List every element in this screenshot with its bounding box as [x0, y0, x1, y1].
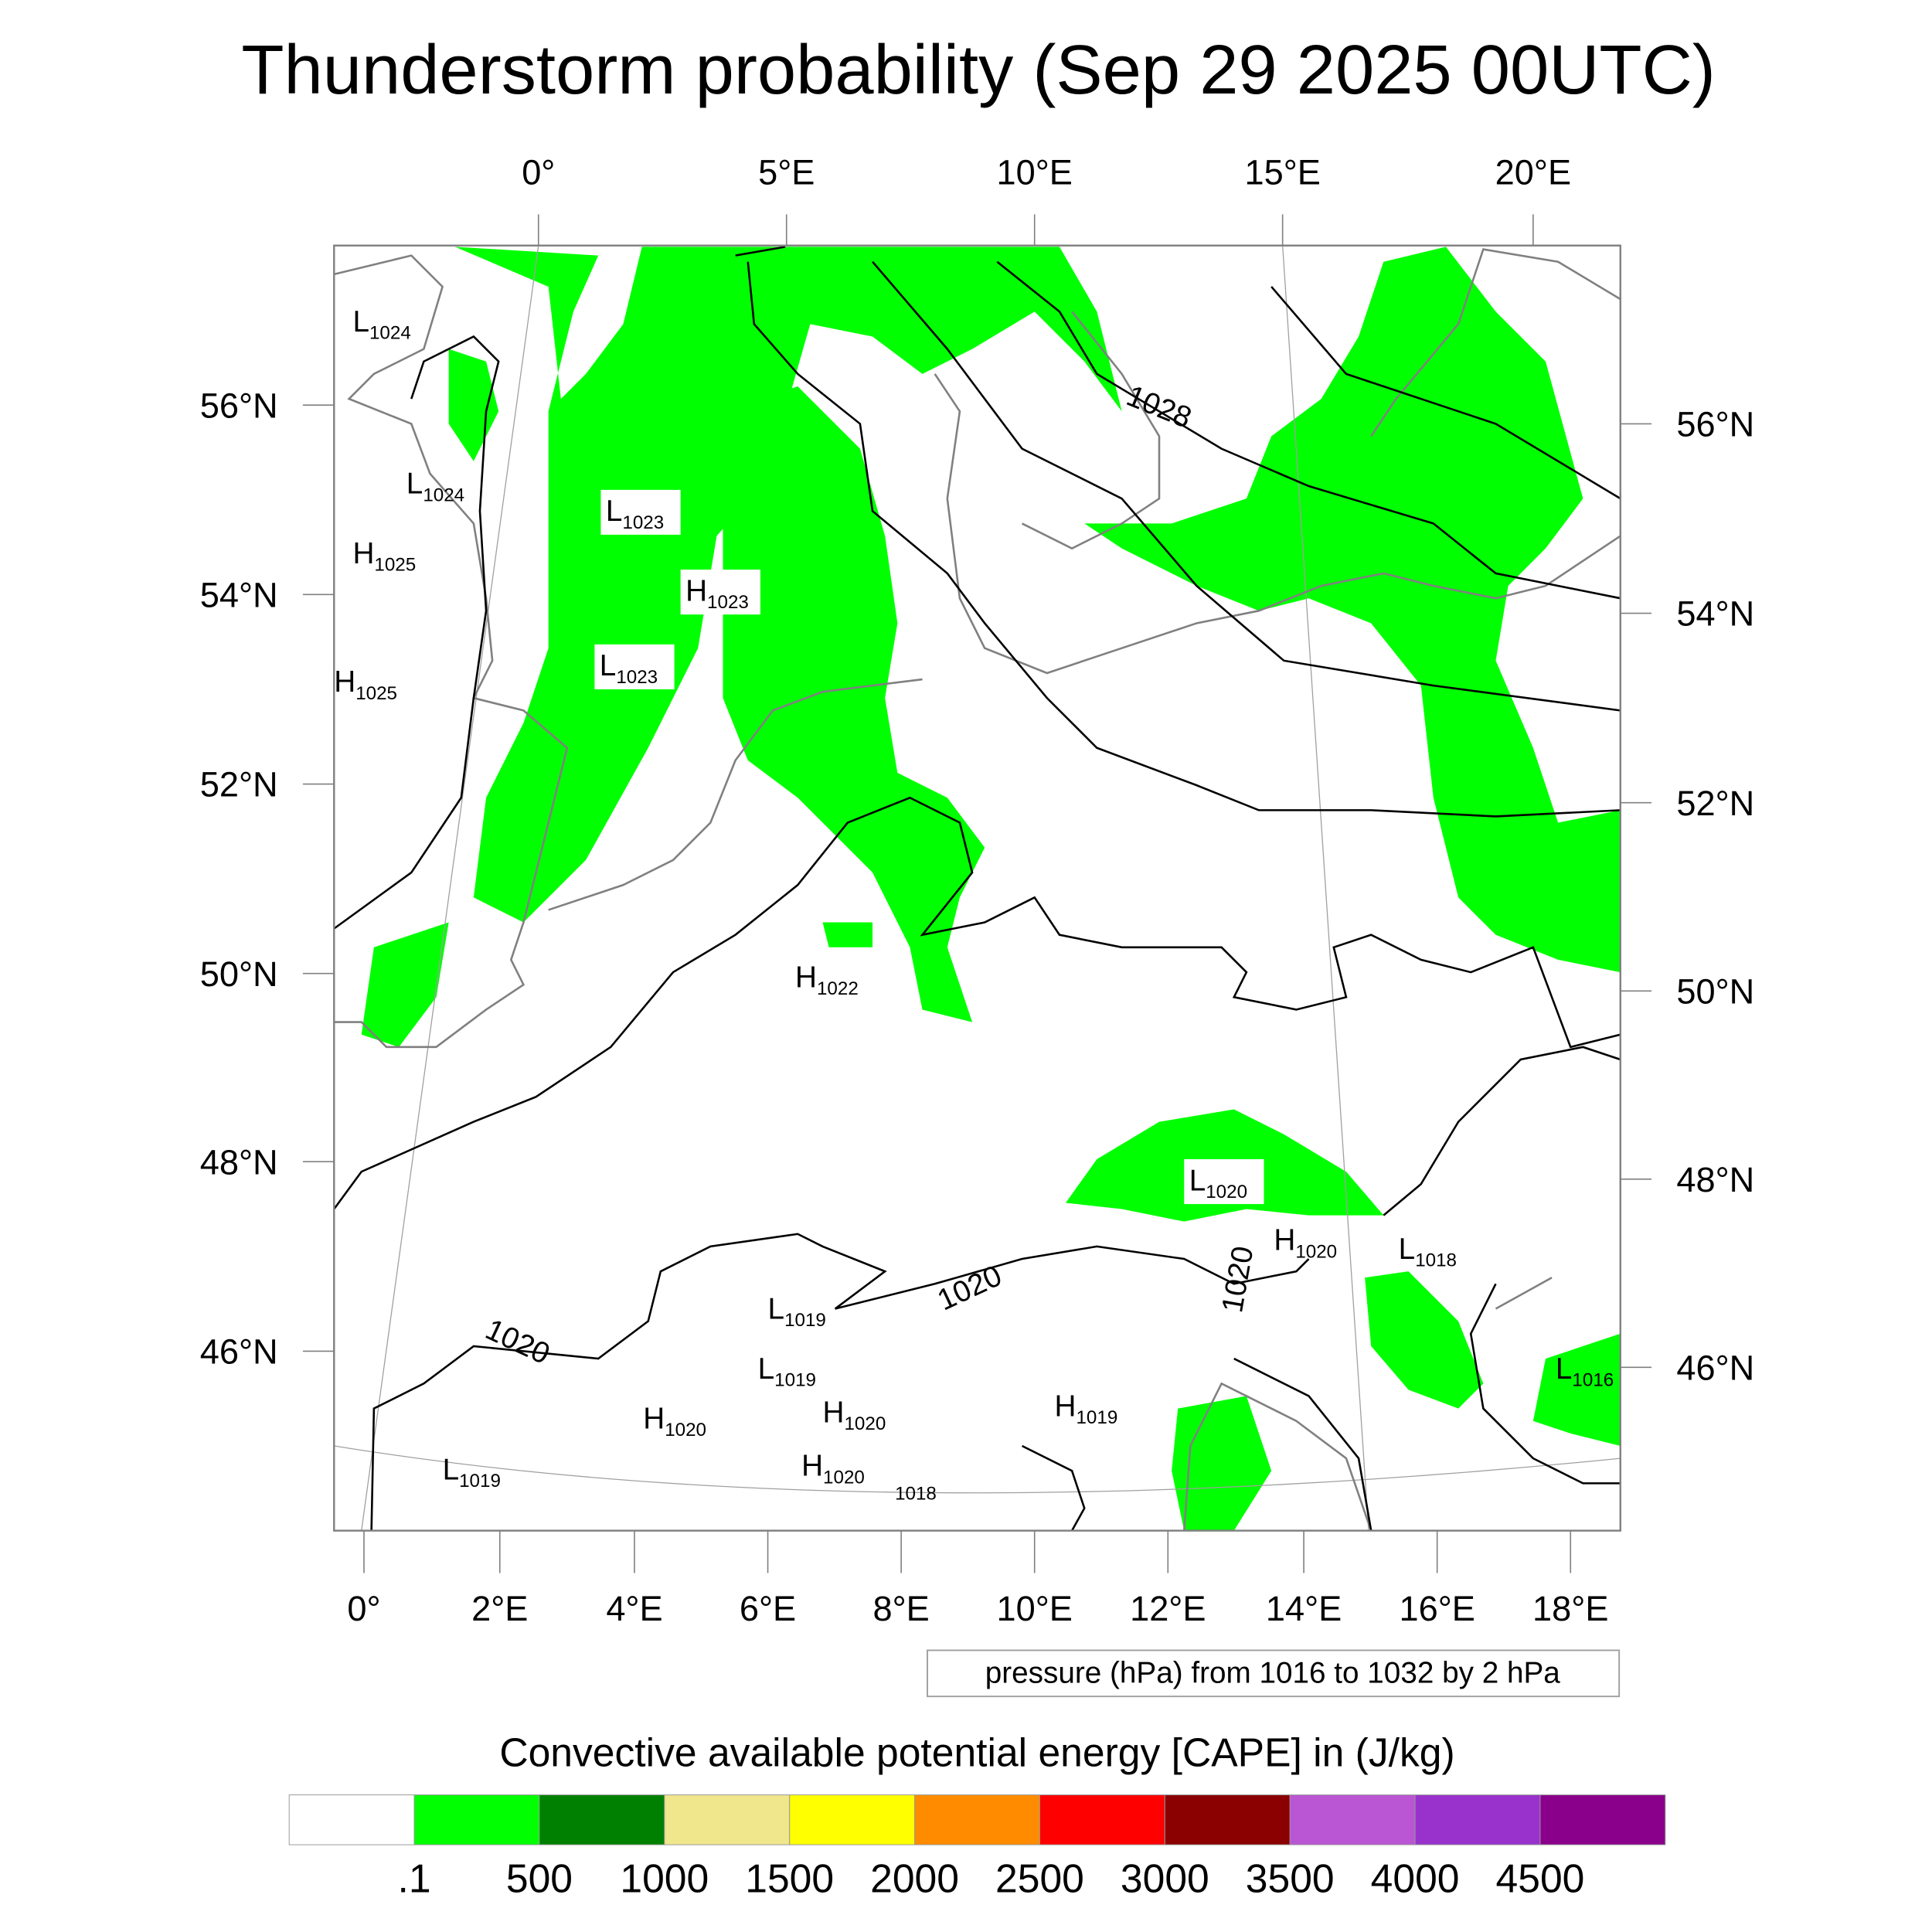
lat-label: 56°N: [1676, 405, 1754, 444]
lat-label: 46°N: [200, 1332, 278, 1372]
lat-label: 56°N: [200, 386, 278, 425]
colorbar-label: 2500: [995, 1855, 1084, 1900]
lon-label: 18°E: [1532, 1589, 1608, 1628]
pressure-center-label: L1023: [606, 495, 664, 533]
pressure-center-label: H1023: [685, 574, 749, 613]
colorbar-label: 3000: [1121, 1855, 1209, 1900]
colorbar-label: 4500: [1496, 1855, 1585, 1900]
lat-label: 48°N: [1676, 1160, 1754, 1199]
colorbar-label: 1000: [620, 1855, 709, 1900]
right-latitude-labels: 56°N 54°N 52°N 50°N 48°N 46°N: [1676, 405, 1754, 1388]
pressure-center-label: H1020: [823, 1396, 886, 1434]
cape-shading: [361, 247, 1621, 1531]
colorbar-title: Convective available potential energy [C…: [499, 1730, 1454, 1774]
top-longitude-labels: 0° 5°E 10°E 15°E 20°E: [522, 153, 1571, 192]
pressure-center-label: L1023: [600, 649, 658, 688]
map-plot: L1024 L1024 H1025 H1025 L1023 H1023 L102…: [333, 244, 1621, 1532]
lat-label: 50°N: [1676, 971, 1754, 1011]
plot-frame: [333, 244, 1621, 1532]
cape-area: [723, 386, 985, 1022]
coastlines: [333, 248, 1621, 1532]
pressure-center-label: H1025: [352, 537, 416, 576]
lon-label: 4°E: [606, 1589, 662, 1628]
colorbar-label: 2000: [870, 1855, 959, 1900]
lon-label: 6°E: [740, 1589, 796, 1628]
cape-area: [822, 922, 873, 947]
colorbar-labels: .1 500 1000 1500 2000 2500 3000 3500 4000 4500: [398, 1855, 1585, 1900]
lon-label: 8°E: [872, 1589, 929, 1628]
colorbar-label: 4000: [1371, 1855, 1460, 1900]
colorbar-box: [664, 1794, 791, 1845]
isobars: [333, 246, 1621, 1532]
pressure-center-label: L1019: [443, 1454, 501, 1492]
pressure-center-label: L1016: [1556, 1352, 1614, 1391]
pressure-center-label: L1019: [768, 1292, 826, 1331]
colorbar-label: 3500: [1246, 1855, 1335, 1900]
colorbar: Convective available potential energy [C…: [288, 1730, 1666, 1900]
lon-label: 16°E: [1399, 1589, 1475, 1628]
cape-area: [454, 247, 1122, 923]
lon-label: 10°E: [997, 1589, 1073, 1628]
bottom-longitude-labels: 0° 2°E 4°E 6°E 8°E 10°E 12°E 14°E 16°E 1…: [347, 1589, 1608, 1628]
pressure-center-label: L1019: [758, 1352, 816, 1391]
left-latitude-labels: 56°N 54°N 52°N 50°N 48°N 46°N: [200, 386, 278, 1371]
colorbar-box: [1539, 1794, 1666, 1845]
lat-label: 48°N: [200, 1142, 278, 1182]
lon-label: 20°E: [1495, 153, 1571, 192]
contour-info-box: pressure (hPa) from 1016 to 1032 by 2 hP…: [927, 1649, 1621, 1698]
lon-label: 15°E: [1244, 153, 1320, 192]
lon-label: 5°E: [758, 153, 815, 192]
cape-area: [1172, 1396, 1272, 1531]
map-title: Thunderstorm probability (Sep 29 2025 00…: [241, 31, 1716, 109]
lon-label: 12°E: [1130, 1589, 1206, 1628]
pressure-center-labels: L1024 L1024 H1025 H1025 L1023 H1023 L102…: [334, 305, 1614, 1492]
cape-area: [1365, 1271, 1484, 1409]
colorbar-box: [539, 1794, 665, 1845]
colorbar-box: [413, 1794, 540, 1845]
lon-label: 2°E: [471, 1589, 528, 1628]
lat-label: 52°N: [200, 765, 278, 804]
lat-label: 50°N: [200, 954, 278, 994]
colorbar-box: [789, 1794, 916, 1845]
colorbar-boxes: [288, 1794, 1666, 1845]
cape-area: [1084, 247, 1621, 973]
pressure-center-label: H1025: [334, 665, 397, 704]
pressure-center-label: H1019: [1055, 1389, 1118, 1428]
axis-ticks: [302, 214, 1652, 1573]
pressure-center-label: H1020: [1274, 1224, 1337, 1263]
lon-label: 0°: [522, 153, 555, 192]
colorbar-box: [1164, 1794, 1291, 1845]
pressure-center-label: L1020: [1189, 1164, 1247, 1202]
lat-label: 52°N: [1676, 784, 1754, 823]
colorbar-box: [1289, 1794, 1416, 1845]
lon-label: 10°E: [997, 153, 1073, 192]
cape-area: [448, 349, 499, 461]
cape-area: [1532, 1333, 1621, 1446]
colorbar-box: [1414, 1794, 1541, 1845]
lon-label: 14°E: [1266, 1589, 1342, 1628]
pressure-center-label: H1022: [795, 961, 859, 999]
colorbar-box: [914, 1794, 1040, 1845]
lat-label: 54°N: [1676, 594, 1754, 634]
contour-info-text: pressure (hPa) from 1016 to 1032 by 2 hP…: [985, 1656, 1561, 1689]
colorbar-box: [1039, 1794, 1165, 1845]
lon-label: 0°: [347, 1589, 380, 1628]
colorbar-label: .1: [398, 1855, 431, 1900]
pressure-center-label: L1024: [406, 468, 464, 506]
contour-label: 1018: [895, 1483, 937, 1504]
colorbar-label: 1500: [745, 1855, 834, 1900]
cape-area: [361, 922, 449, 1047]
colorbar-label: 500: [506, 1855, 573, 1900]
graticule: [334, 245, 1621, 1531]
lat-label: 54°N: [200, 575, 278, 614]
pressure-center-label: H1020: [643, 1402, 706, 1440]
lat-label: 46°N: [1676, 1348, 1754, 1387]
pressure-center-label: L1024: [352, 305, 410, 344]
pressure-center-label: H1020: [801, 1450, 865, 1488]
colorbar-box: [288, 1794, 415, 1845]
pressure-center-label: L1018: [1399, 1233, 1457, 1271]
